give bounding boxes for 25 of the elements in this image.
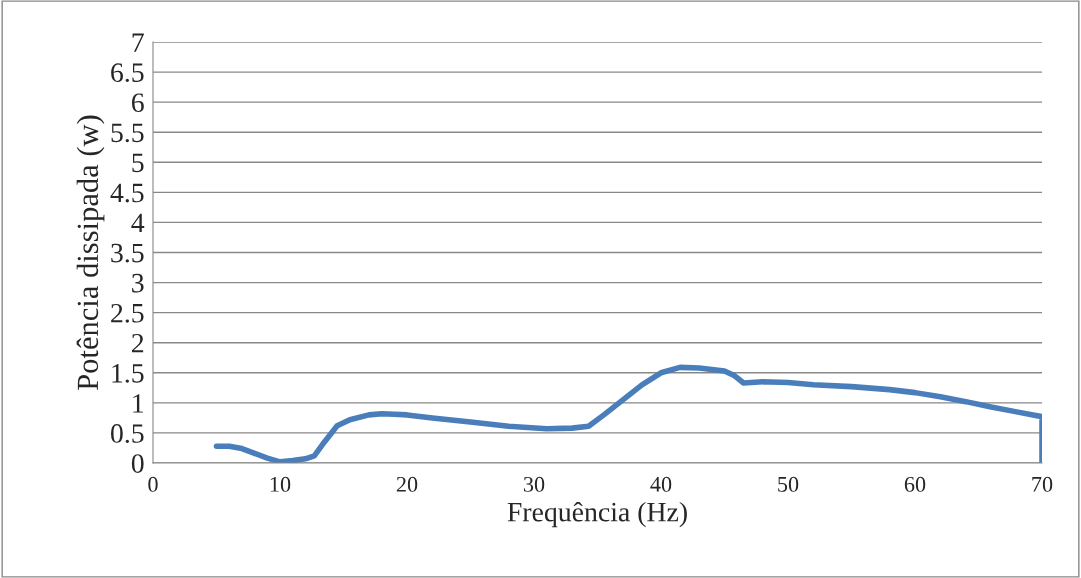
x-axis-title: Frequência (Hz) bbox=[507, 501, 687, 528]
y-tick-label: 0 bbox=[131, 454, 144, 473]
y-tick-label: 6.5 bbox=[111, 63, 144, 83]
y-tick-label: 0.5 bbox=[111, 424, 144, 443]
x-tick-label: 50 bbox=[778, 476, 799, 492]
y-tick-label: 4 bbox=[131, 213, 145, 233]
y-tick-label: 4.5 bbox=[110, 183, 144, 203]
x-tick-label: 30 bbox=[523, 476, 545, 492]
y-tick-label: 5 bbox=[132, 153, 144, 173]
y-tick-label: 5.5 bbox=[111, 123, 144, 143]
x-tick-label: 0 bbox=[148, 476, 158, 492]
y-tick-label: 3 bbox=[132, 273, 144, 293]
y-axis-title: Potência dissipada (w) bbox=[76, 115, 105, 390]
y-tick-label: 2 bbox=[132, 333, 144, 353]
y-tick-label: 2.5 bbox=[111, 303, 144, 323]
y-tick-label: 3.5 bbox=[111, 243, 144, 263]
y-tick-label: 1.5 bbox=[112, 364, 144, 383]
y-tick-label: 1 bbox=[133, 394, 143, 413]
x-tick-label: 70 bbox=[1032, 476, 1053, 492]
x-tick-label: 40 bbox=[650, 476, 672, 492]
x-tick-label: 20 bbox=[396, 476, 418, 492]
x-tick-label: 60 bbox=[904, 476, 926, 492]
x-tick-label: 10 bbox=[270, 476, 291, 492]
y-tick-label: 6 bbox=[131, 93, 144, 113]
y-tick-label: 7 bbox=[132, 33, 144, 52]
